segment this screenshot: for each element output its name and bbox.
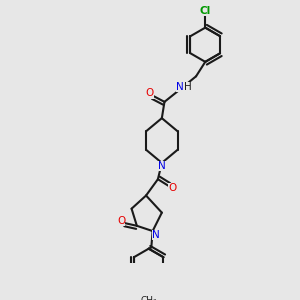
Text: O: O xyxy=(168,183,176,194)
Text: N: N xyxy=(158,161,166,171)
Text: N: N xyxy=(152,230,160,240)
Text: CH₃: CH₃ xyxy=(140,296,157,300)
Text: N: N xyxy=(176,82,184,92)
Text: H: H xyxy=(184,82,192,92)
Text: O: O xyxy=(117,215,125,226)
Text: O: O xyxy=(145,88,154,98)
Text: Cl: Cl xyxy=(200,5,211,16)
